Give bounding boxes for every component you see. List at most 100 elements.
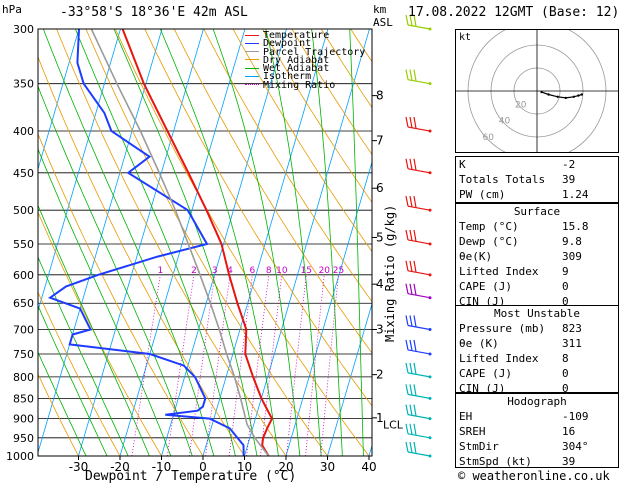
hodograph-plot: 20 40 60 <box>456 21 618 161</box>
wind-barb-station <box>428 273 432 277</box>
wet-adiabat-line <box>38 256 129 456</box>
pressure-tick-label: 500 <box>13 204 34 217</box>
dry-adiabat-line <box>144 29 372 407</box>
hodograph-ring-label: 60 <box>482 133 494 143</box>
wind-barb-flag <box>409 362 413 374</box>
x-tick-label: -30 <box>69 460 89 474</box>
km-tick-label: 7 <box>376 134 384 148</box>
mixing-ratio-line <box>260 274 283 456</box>
mixing-ratio-label: 25 <box>333 266 344 276</box>
wind-barb-flag <box>413 196 417 208</box>
legend-label: Temperature <box>263 30 330 41</box>
legend-swatch <box>245 84 259 86</box>
wet-adiabat-line <box>159 29 279 456</box>
isotherm-line <box>119 29 246 456</box>
wind-barb-flag <box>413 441 417 454</box>
km-tick-label: 8 <box>376 89 384 103</box>
wet-adiabat-line <box>38 351 87 456</box>
x-axis-title: Dewpoint / Temperature (°C) <box>85 469 297 484</box>
isotherm-line <box>161 29 287 456</box>
legend-swatch <box>245 51 259 53</box>
dewpoint-curve <box>47 29 245 456</box>
mixing-ratio-label: 10 <box>276 266 288 276</box>
wind-barb-flag <box>409 69 413 81</box>
wind-barb-staff <box>407 372 431 378</box>
legend-item: Dry Adiabat <box>245 55 365 65</box>
location-title: -33°58'S 18°36'E 42m ASL <box>60 5 248 20</box>
wind-barb-station <box>428 375 432 379</box>
wind-barb-flag <box>405 116 409 128</box>
surface-row: CAPE (J) 0 <box>459 280 569 293</box>
legend-label: Parcel Trajectory <box>263 46 366 58</box>
km-tick-label: 1 <box>376 411 384 425</box>
wind-barb-flag <box>405 69 409 80</box>
x-tick-label: 20 <box>278 460 293 474</box>
km-axis-label: km <box>373 3 387 16</box>
wind-barb-flag <box>405 158 409 169</box>
hodograph-point <box>580 93 583 96</box>
wet-adiabat-line <box>42 29 215 456</box>
wind-barb-station <box>428 208 432 212</box>
wind-barb-flag <box>405 384 409 395</box>
mixing-ratio-label: 15 <box>301 266 312 276</box>
indices-panel: K -2 Totals Totals 39 PW (cm) 1.24 <box>455 156 619 203</box>
wind-barb <box>405 404 432 421</box>
dry-adiabat-line <box>291 29 372 156</box>
pressure-tick-label: 800 <box>13 371 34 384</box>
wet-adiabat-line <box>38 147 172 456</box>
mu-row: θe (K) 311 <box>459 337 582 350</box>
dry-adiabat-line <box>38 132 204 456</box>
most-unstable-panel: Most Unstable Pressure (mb) 823 θe (K) 311… <box>455 305 619 395</box>
wind-barb-staff <box>407 126 431 132</box>
legend: Temperature Dewpoint Parcel Trajectory Dry … <box>245 30 366 90</box>
pressure-tick-label: 900 <box>13 413 34 426</box>
dry-adiabat-line <box>38 211 162 456</box>
wind-barb-staff <box>407 451 431 457</box>
mixing-ratio-line <box>167 274 195 456</box>
dry-adiabat-line <box>38 373 79 456</box>
temperature-curve <box>121 29 274 456</box>
wind-barb-flag <box>413 283 417 296</box>
wet-adiabat-line <box>75 29 236 456</box>
x-tick-label: -20 <box>110 460 130 474</box>
wind-barb-staff <box>407 393 431 399</box>
index-row-k: K -2 <box>459 158 576 171</box>
legend-swatch <box>245 67 259 69</box>
wind-barb-flag <box>409 196 413 207</box>
legend-swatch <box>245 42 259 44</box>
x-tick-label: 40 <box>361 460 376 474</box>
chart-axes: 3003504004505005506006507007508008509009… <box>6 23 404 474</box>
wind-barb <box>405 339 432 356</box>
mixing-ratio-label: 20 <box>319 266 331 276</box>
pressure-tick-label: 850 <box>13 392 34 405</box>
isotherm-line <box>202 29 329 456</box>
wind-barb <box>405 158 432 175</box>
wind-barb-flag <box>409 441 413 453</box>
wet-adiabat-line <box>38 204 150 456</box>
wind-barb-staff <box>407 349 431 355</box>
mixing-ratio-line <box>205 274 231 456</box>
hodograph-point <box>577 94 580 97</box>
wind-barb-flag <box>409 116 413 128</box>
hodograph-unit-label: kt <box>459 32 472 43</box>
isotherm-line <box>405 0 455 473</box>
pressure-tick-label: 450 <box>13 167 34 180</box>
wind-barb-flag <box>409 315 413 327</box>
isotherm-line <box>285 160 372 456</box>
isotherm-line <box>38 29 121 313</box>
chart-grid: 1 2 3 4 6 8 10 15 20 25 <box>38 0 455 473</box>
km-tick-label: 6 <box>376 181 384 195</box>
wind-barb-flag <box>405 441 409 453</box>
wet-adiabat-line <box>212 29 301 456</box>
pressure-tick-label: 750 <box>13 348 34 361</box>
surface-title: Surface <box>513 205 561 218</box>
index-row-pw: PW (cm) 1.24 <box>459 188 589 201</box>
surface-row: Temp (°C) 15.8 <box>459 220 589 233</box>
hodograph-point <box>572 95 575 99</box>
hodo-row: StmDir 304° <box>459 440 589 453</box>
pressure-tick-label: 400 <box>13 125 34 138</box>
surface-row: θe(K) 309 <box>459 250 582 263</box>
wind-barb-flag <box>409 404 413 416</box>
wet-adiabat-line <box>349 29 364 456</box>
hodo-row: StmSpd (kt) 39 <box>459 455 576 468</box>
